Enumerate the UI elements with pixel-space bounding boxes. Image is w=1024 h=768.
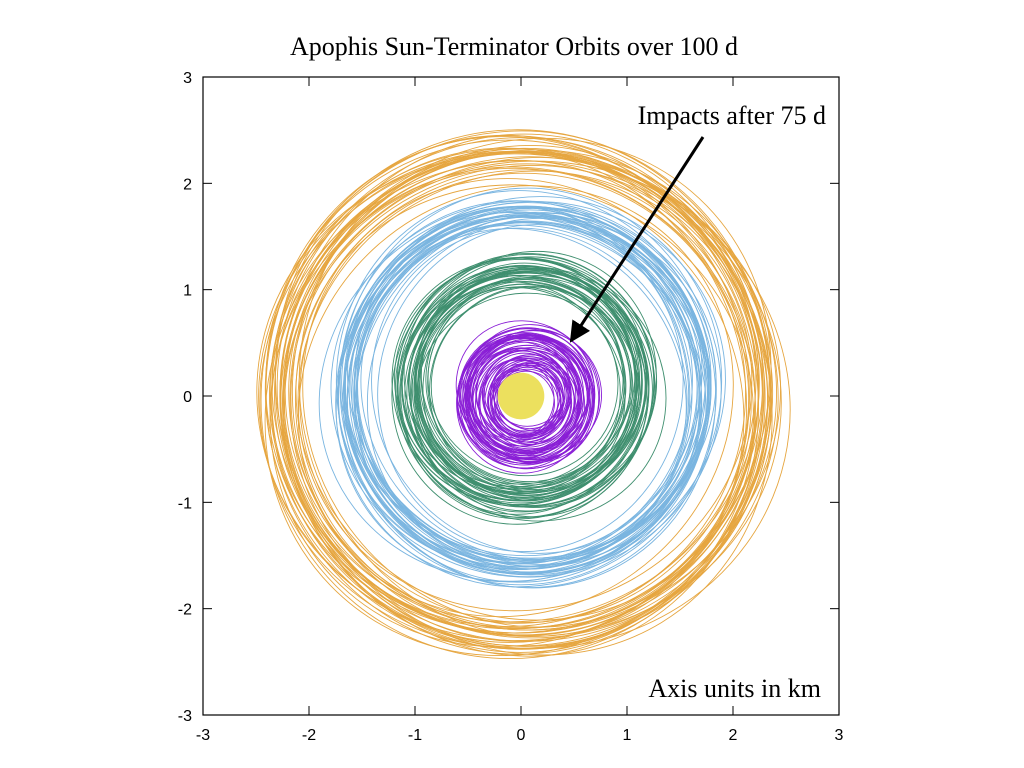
- x-tick-label: -1: [408, 727, 422, 744]
- orbit-loop: [457, 334, 584, 460]
- orbit-loop: [401, 274, 638, 501]
- orbit-loop: [291, 147, 760, 637]
- orbit-loop: [297, 170, 753, 612]
- orbit-loop: [342, 207, 709, 583]
- x-tick-label: 3: [835, 727, 844, 744]
- orbit-loop: [279, 153, 759, 634]
- orbit-loop: [491, 368, 562, 437]
- orbit-loop: [483, 352, 568, 436]
- orbit-loop: [280, 156, 757, 627]
- orbit-loop: [396, 266, 658, 507]
- orbit-loop: [472, 349, 582, 451]
- orbit-loop: [465, 347, 575, 457]
- orbit-loop: [284, 166, 756, 631]
- orbit-series-0: [256, 129, 791, 660]
- orbit-loop: [394, 253, 655, 518]
- orbit-loop: [318, 201, 726, 582]
- orbit-loop: [283, 167, 752, 629]
- orbit-loop: [391, 253, 655, 525]
- orbit-loop: [339, 187, 717, 589]
- y-tick-label: 0: [183, 389, 192, 406]
- orbit-loop: [427, 280, 627, 488]
- orbit-loop: [258, 148, 777, 641]
- orbit-loop: [410, 268, 647, 512]
- y-tick-label: 3: [183, 70, 192, 87]
- x-tick-label: -2: [302, 727, 316, 744]
- impact-arrow: [569, 136, 705, 343]
- orbit-loop: [411, 279, 634, 498]
- orbit-loop: [457, 332, 588, 464]
- orbit-loop: [391, 257, 667, 522]
- orbit-loop: [338, 202, 711, 586]
- orbit-loop: [410, 267, 648, 513]
- y-tick-label: -3: [178, 708, 192, 725]
- orbit-loop: [366, 217, 693, 565]
- orbit-loop: [356, 211, 690, 570]
- orbit-series-1: [318, 187, 726, 589]
- orbit-loop: [299, 172, 750, 623]
- y-tick-label: -1: [178, 495, 192, 512]
- orbit-series-group: [256, 129, 791, 660]
- orbit-loop: [490, 356, 566, 433]
- orbit-loop: [360, 228, 687, 560]
- axis-ticks: -3 -2 -1 0 1 2 3 -3 -2 -1 0 1 2 3: [178, 70, 844, 744]
- y-tick-label: 1: [183, 283, 192, 300]
- orbit-loop: [357, 222, 701, 568]
- orbit-loop: [419, 268, 643, 492]
- x-tick-label: 1: [623, 727, 632, 744]
- orbit-loop: [330, 200, 722, 578]
- orbit-loop: [496, 363, 564, 430]
- orbit-loop: [490, 360, 564, 437]
- orbit-loop: [297, 185, 734, 618]
- orbit-loop: [341, 215, 712, 559]
- units-annotation: Axis units in km: [648, 674, 821, 703]
- x-tick-label: 0: [517, 727, 526, 744]
- orbit-series-2: [391, 250, 667, 525]
- orbit-loop: [295, 184, 754, 621]
- orbit-loop: [491, 362, 573, 444]
- orbit-loop: [346, 213, 709, 575]
- orbit-loop: [408, 264, 648, 518]
- orbit-loop: [356, 215, 702, 564]
- y-tick-label: 2: [183, 176, 192, 193]
- orbit-loop: [284, 164, 760, 623]
- orbit-loop: [478, 359, 562, 447]
- impact-annotation: Impacts after 75 d: [638, 101, 826, 130]
- orbit-loop: [274, 151, 774, 636]
- orbit-loop: [408, 272, 636, 488]
- orbit-loop: [264, 149, 773, 657]
- y-tick-label: -2: [178, 602, 192, 619]
- orbit-loop: [478, 347, 581, 457]
- chart-title: Apophis Sun-Terminator Orbits over 100 d: [290, 32, 738, 61]
- orbit-loop: [425, 279, 633, 484]
- orbit-loop: [462, 333, 590, 464]
- orbit-loop: [422, 277, 625, 495]
- x-tick-label: 2: [729, 727, 738, 744]
- x-tick-label: -3: [196, 727, 210, 744]
- orbit-loop: [259, 150, 779, 649]
- orbit-loop: [353, 222, 698, 561]
- orbit-loop: [420, 281, 621, 486]
- asteroid-body: [497, 372, 545, 420]
- orbit-series-3: [455, 320, 603, 474]
